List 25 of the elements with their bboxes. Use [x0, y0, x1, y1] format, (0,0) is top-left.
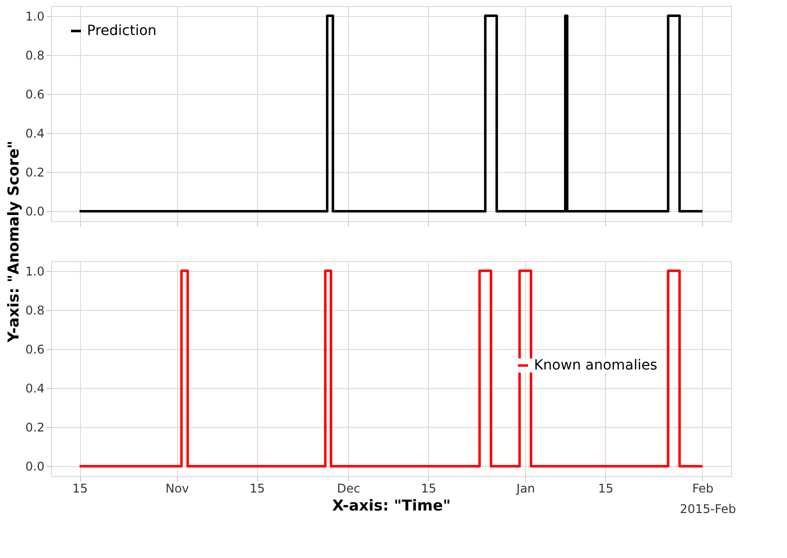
y-tick-label: 0.2 [25, 420, 44, 435]
y-tick-label: 0.4 [25, 126, 44, 141]
y-tick-label: 0.4 [25, 382, 44, 396]
x-axis-title: X-axis: "Time" [332, 496, 451, 514]
y-tick-label: 0.2 [25, 166, 44, 180]
x-tick-label: 15 [598, 482, 614, 496]
x-tick-label: 15 [250, 482, 265, 496]
y-tick-label: 0.8 [25, 48, 44, 62]
y-tick-label: 0.0 [25, 204, 44, 219]
y-tick-label: 1.0 [25, 9, 44, 24]
y-tick-label: 0.8 [25, 303, 44, 318]
y-axis-title: Y-axis: "Anomaly Score" [4, 140, 22, 344]
legend-label: Prediction [87, 23, 157, 39]
x-tick-label: Feb [692, 482, 714, 496]
y-tick-label: 0.6 [25, 342, 44, 356]
text: 2015-Feb [680, 502, 736, 516]
x-tick-label: 15 [72, 482, 88, 496]
x-tick-label: Dec [337, 482, 360, 496]
x-tick-label: Jan [516, 482, 536, 496]
y-tick-label: 1.0 [25, 264, 44, 278]
legend-label: Known anomalies [534, 358, 658, 374]
x-tick-label: 15 [421, 482, 436, 496]
y-tick-label: 0.0 [25, 460, 44, 474]
x-tick-label: Nov [166, 482, 189, 496]
y-tick-label: 0.6 [25, 87, 44, 102]
